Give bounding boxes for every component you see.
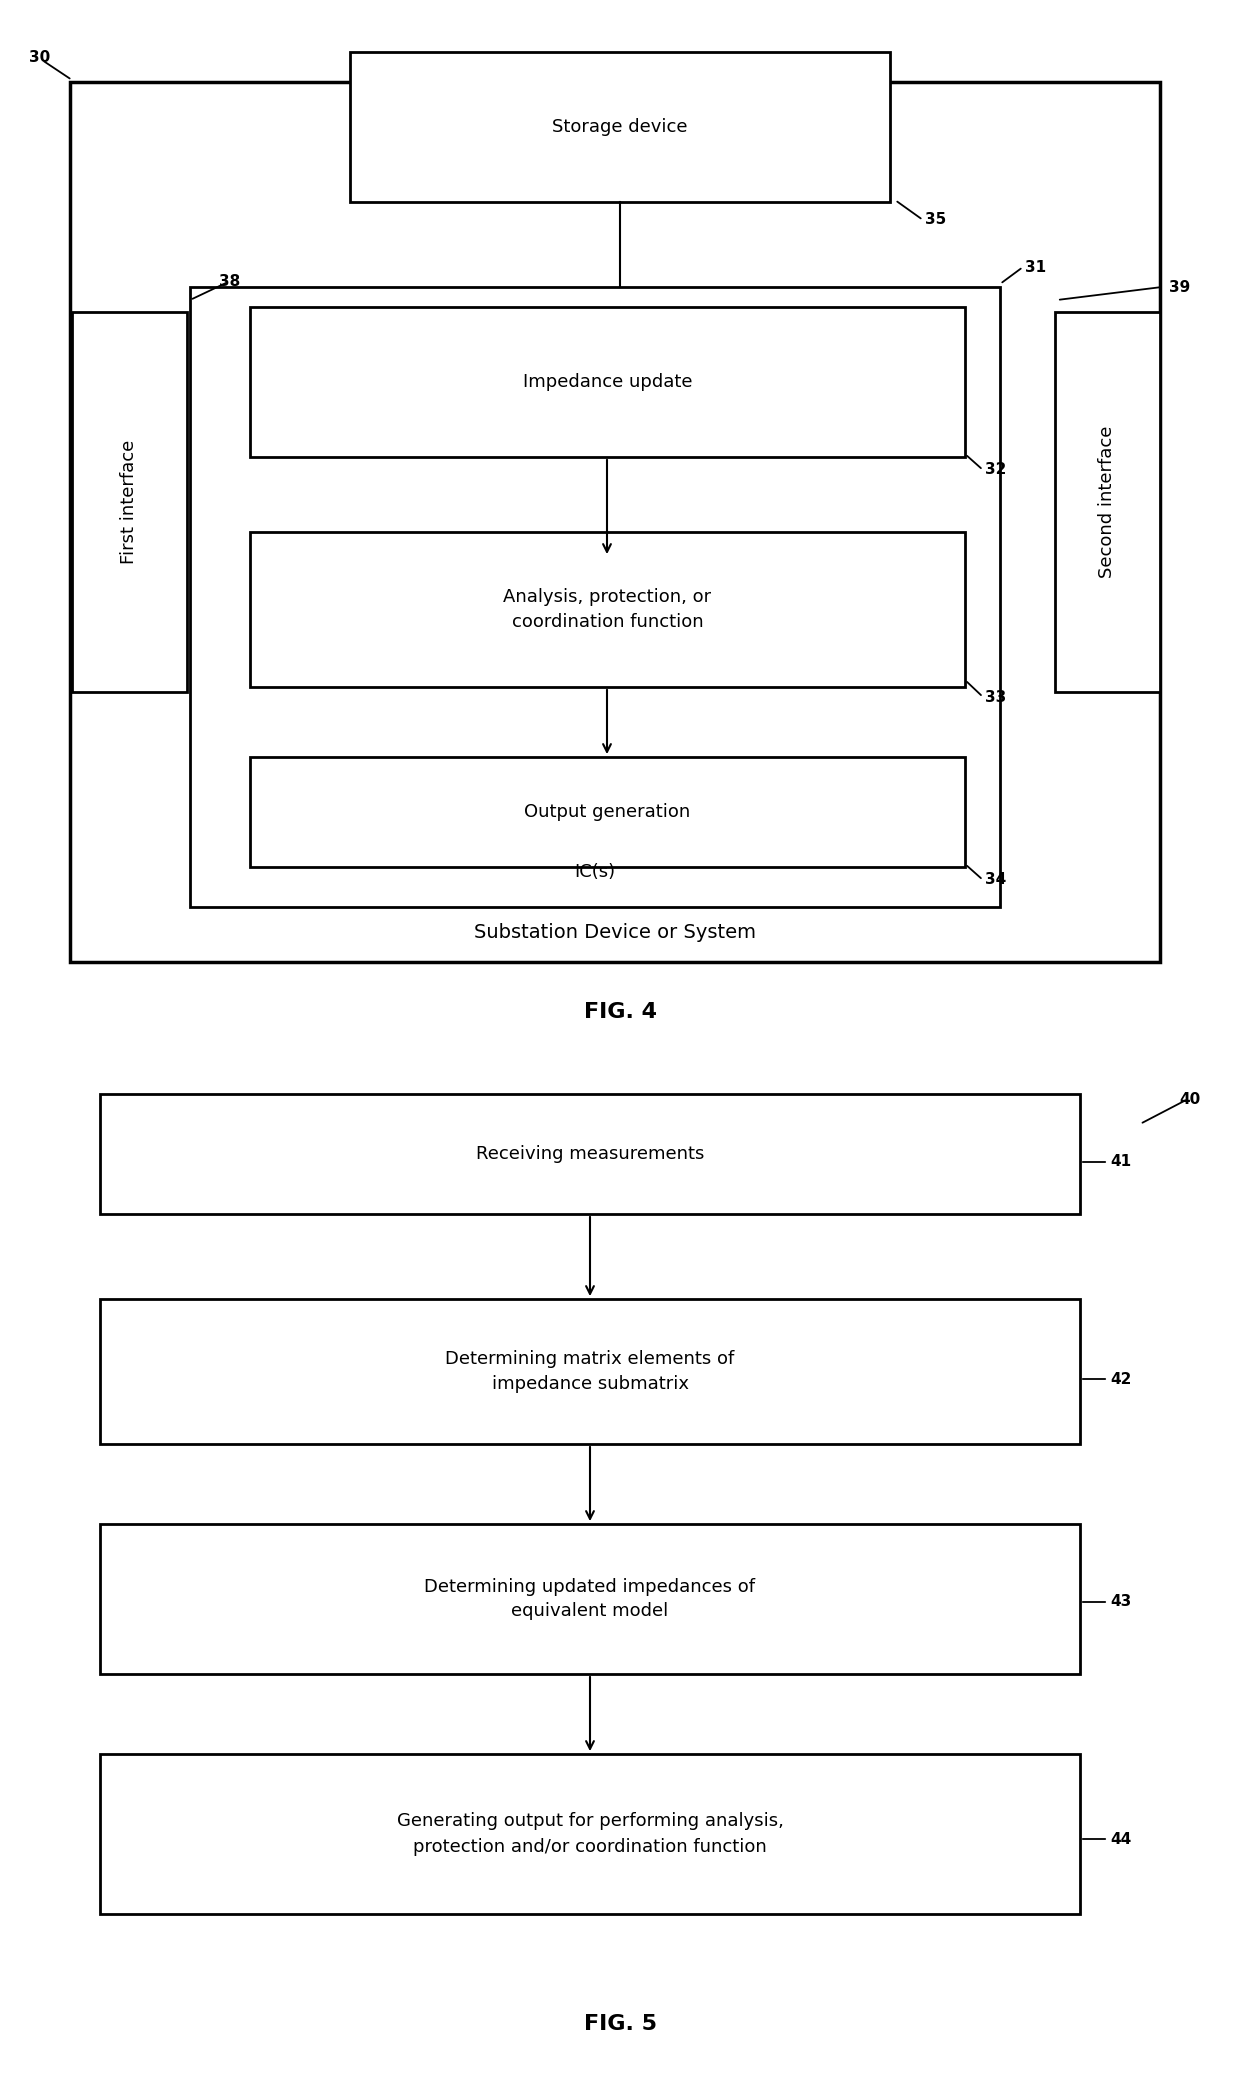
Text: Determining updated impedances of
equivalent model: Determining updated impedances of equiva… xyxy=(424,1578,755,1621)
Text: 30: 30 xyxy=(30,50,51,65)
Bar xyxy=(250,531,965,688)
Bar xyxy=(250,756,965,867)
Text: 38: 38 xyxy=(219,275,241,290)
Bar xyxy=(350,52,890,202)
Text: Analysis, protection, or
coordination function: Analysis, protection, or coordination fu… xyxy=(503,588,712,631)
Text: 34: 34 xyxy=(985,873,1006,888)
Text: Substation Device or System: Substation Device or System xyxy=(474,923,756,942)
Bar xyxy=(69,81,1159,963)
Text: Generating output for performing analysis,
protection and/or coordination functi: Generating output for performing analysi… xyxy=(397,1813,784,1855)
Bar xyxy=(100,1298,1080,1444)
Text: Output generation: Output generation xyxy=(525,802,691,821)
Text: 43: 43 xyxy=(1110,1594,1131,1609)
Bar xyxy=(100,1094,1080,1215)
Bar xyxy=(100,1755,1080,1913)
Text: Receiving measurements: Receiving measurements xyxy=(476,1144,704,1163)
Bar xyxy=(250,306,965,456)
Bar xyxy=(100,1523,1080,1673)
Text: 31: 31 xyxy=(1025,260,1047,275)
Bar xyxy=(190,288,999,907)
Text: Determining matrix elements of
impedance submatrix: Determining matrix elements of impedance… xyxy=(445,1350,734,1392)
Text: IC(s): IC(s) xyxy=(574,863,615,882)
Text: 39: 39 xyxy=(1169,279,1190,294)
Bar xyxy=(1055,313,1159,692)
Text: First interface: First interface xyxy=(120,440,139,565)
Text: 40: 40 xyxy=(1179,1092,1200,1107)
Text: 33: 33 xyxy=(985,690,1006,704)
Text: FIG. 5: FIG. 5 xyxy=(584,2013,656,2034)
Text: Second interface: Second interface xyxy=(1099,425,1116,577)
Text: 41: 41 xyxy=(1110,1155,1131,1169)
Text: 32: 32 xyxy=(985,463,1007,477)
Text: 42: 42 xyxy=(1110,1371,1131,1386)
Text: Storage device: Storage device xyxy=(552,119,688,135)
Text: Impedance update: Impedance update xyxy=(523,373,692,392)
Bar xyxy=(72,313,187,692)
Text: 44: 44 xyxy=(1110,1832,1131,1846)
Text: 35: 35 xyxy=(925,213,946,227)
Text: FIG. 4: FIG. 4 xyxy=(584,1002,656,1021)
